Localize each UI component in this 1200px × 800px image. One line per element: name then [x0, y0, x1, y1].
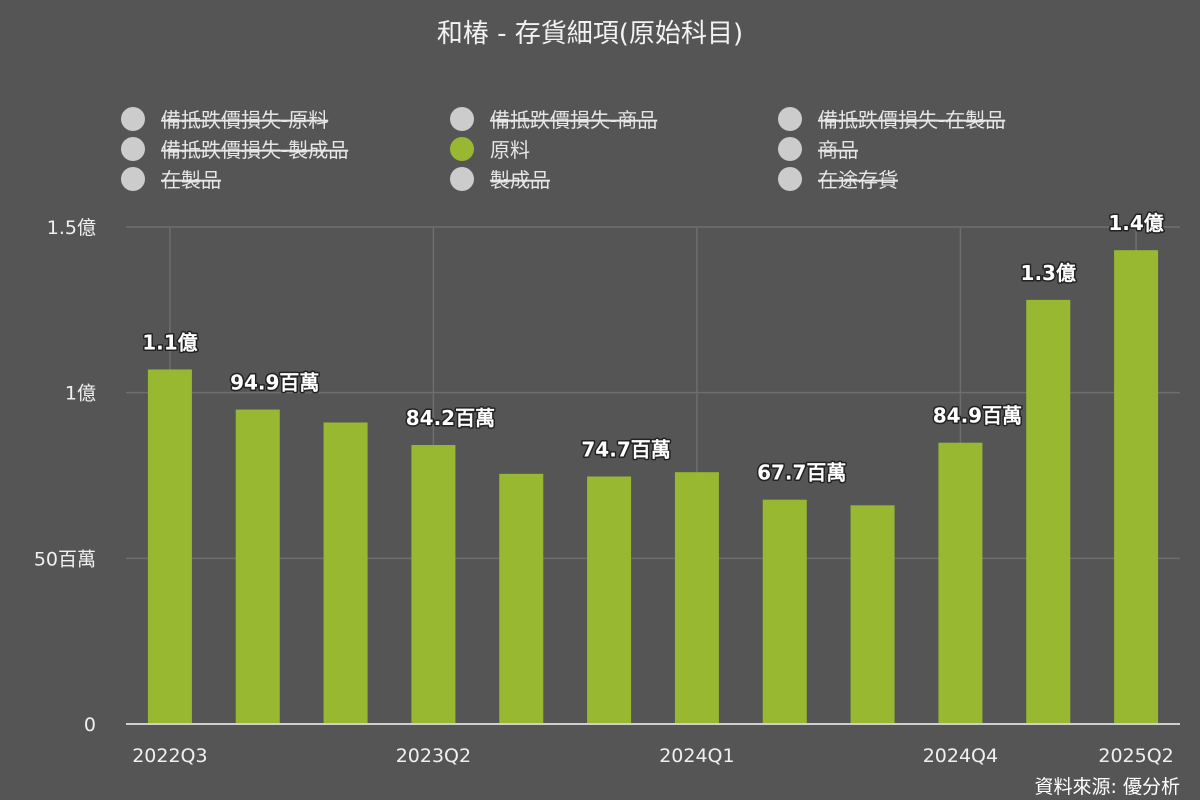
legend-item[interactable]: 在製品 — [121, 167, 221, 192]
x-tick-label: 2024Q4 — [923, 745, 998, 767]
y-tick-label: 1億 — [65, 383, 96, 405]
bar-2024Q1[interactable] — [674, 472, 719, 724]
x-tick-label: 2024Q1 — [659, 745, 734, 767]
data-label-2024Q4: 84.9百萬 — [933, 404, 1022, 428]
source-note: 資料來源: 優分析 — [1035, 776, 1180, 798]
legend-marker — [450, 107, 474, 131]
legend-label: 在製品 — [161, 168, 221, 192]
bar-2025Q2[interactable] — [1114, 250, 1159, 724]
bar-2024Q4[interactable] — [938, 442, 983, 724]
legend-marker — [121, 137, 145, 161]
legend-item[interactable]: 備抵跌價損失-製成品 — [121, 137, 348, 162]
legend-label: 商品 — [818, 138, 858, 162]
legend-label: 備抵跌價損失-製成品 — [161, 138, 348, 162]
bar-2023Q2[interactable] — [411, 445, 456, 724]
legend-item[interactable]: 商品 — [778, 137, 858, 162]
data-label-2023Q4: 74.7百萬 — [581, 437, 670, 461]
bar-2022Q4[interactable] — [235, 409, 280, 724]
legend-marker — [121, 167, 145, 191]
legend-label: 備抵跌價損失-商品 — [490, 108, 657, 132]
grid — [126, 226, 1180, 724]
y-tick-label: 0 — [84, 714, 96, 736]
bars — [147, 250, 1159, 724]
legend-label: 備抵跌價損失-在製品 — [818, 108, 1005, 132]
y-tick-label: 50百萬 — [34, 548, 96, 570]
legend-label: 備抵跌價損失-原料 — [161, 108, 328, 132]
legend-marker — [778, 167, 802, 191]
data-label-2025Q2: 1.4億 — [1108, 211, 1163, 235]
y-tick-label: 1.5億 — [47, 217, 96, 239]
legend-marker — [778, 137, 802, 161]
legend-item[interactable]: 備抵跌價損失-在製品 — [778, 107, 1005, 132]
legend-item[interactable]: 備抵跌價損失-商品 — [450, 107, 657, 132]
data-label-2024Q2: 67.7百萬 — [757, 461, 846, 485]
data-label-2022Q3: 1.1億 — [142, 330, 197, 354]
data-labels: 1.1億 94.9百萬 84.2百萬 74.7百萬 67.7百萬 84.9百萬 1.3億 1.… — [141, 210, 1166, 486]
legend-label: 在途存貨 — [818, 168, 898, 192]
legend-marker — [778, 107, 802, 131]
bar-2023Q1[interactable] — [323, 422, 368, 724]
bar-2024Q3[interactable] — [850, 505, 895, 724]
legend-item[interactable]: 原料 — [450, 137, 530, 162]
x-tick-label: 2025Q2 — [1098, 745, 1173, 767]
bar-2023Q4[interactable] — [587, 476, 632, 724]
legend-label: 原料 — [490, 138, 530, 162]
data-label-2022Q4: 94.9百萬 — [230, 371, 319, 395]
legend-item[interactable]: 製成品 — [450, 167, 550, 192]
chart-title: 和椿 - 存貨細項(原始科目) — [437, 19, 743, 49]
legend-marker — [450, 167, 474, 191]
x-tick-label: 2023Q2 — [396, 745, 471, 767]
data-label-2023Q2: 84.2百萬 — [406, 406, 495, 430]
legend-marker — [121, 107, 145, 131]
bar-2023Q3[interactable] — [499, 473, 544, 724]
legend-item[interactable]: 在途存貨 — [778, 167, 898, 192]
legend-label: 製成品 — [490, 168, 550, 192]
legend-marker — [450, 137, 474, 161]
bar-2025Q1[interactable] — [1026, 299, 1071, 724]
axes: 0 50百萬 1億 1.5億 2022Q3 2023Q2 2024Q1 2024Q4 2025Q… — [34, 217, 1180, 767]
bar-2024Q2[interactable] — [762, 499, 807, 724]
legend-item[interactable]: 備抵跌價損失-原料 — [121, 107, 328, 132]
bar-2022Q3[interactable] — [147, 369, 192, 724]
data-label-2025Q1: 1.3億 — [1021, 261, 1076, 285]
x-tick-label: 2022Q3 — [132, 745, 207, 767]
